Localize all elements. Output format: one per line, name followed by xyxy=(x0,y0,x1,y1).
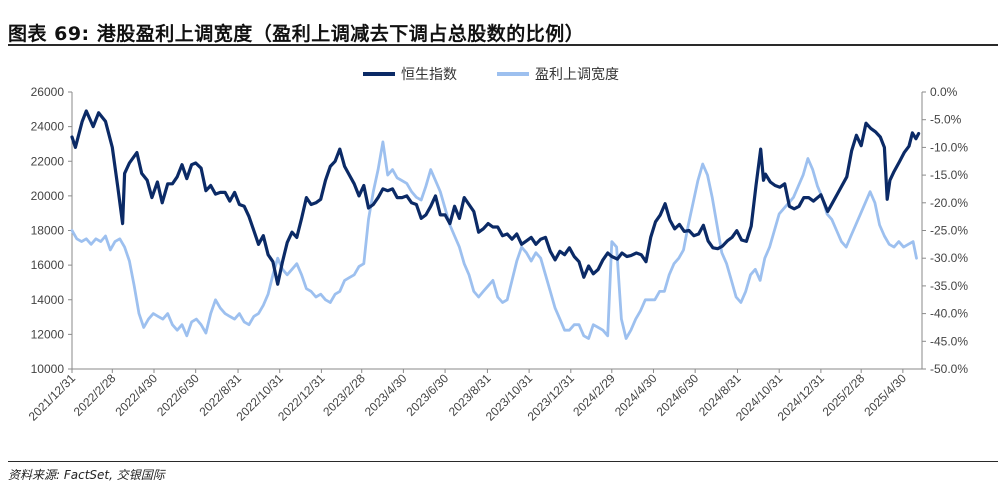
y-right-tick-label: -40.0% xyxy=(930,307,968,321)
y-right-tick-label: -5.0% xyxy=(930,113,962,127)
x-tick-label: 2022/6/30 xyxy=(154,371,202,419)
x-tick-label: 2023/2/28 xyxy=(320,371,368,419)
y-left-tick-label: 14000 xyxy=(31,293,65,307)
x-tick-label: 2024/4/30 xyxy=(612,371,660,419)
y-left-tick-label: 20000 xyxy=(31,189,65,203)
y-left-tick-label: 22000 xyxy=(31,154,65,168)
footer-rule xyxy=(8,461,998,462)
x-tick-label: 2021/12/31 xyxy=(26,371,79,424)
source-note: 资料来源: FactSet, 交银国际 xyxy=(8,468,165,482)
x-tick-label: 2024/2/29 xyxy=(570,371,618,419)
chart-title: 图表 69: 港股盈利上调宽度（盈利上调减去下调占总股数的比例） xyxy=(8,23,585,45)
y-right-tick-label: -10.0% xyxy=(930,140,968,154)
legend-label-hsi: 恒生指数 xyxy=(401,67,457,83)
y-left-tick-label: 18000 xyxy=(31,224,65,238)
line-chart: 恒生指数 盈利上调宽度 10000 12000 14000 16000 18000 200… xyxy=(26,66,969,424)
y-left-tick-label: 26000 xyxy=(31,85,65,99)
series-line-breadth xyxy=(70,140,918,340)
y-left-tick-label: 12000 xyxy=(31,327,65,341)
x-tick-label: 2025/4/30 xyxy=(861,371,909,419)
y-right-tick-label: -15.0% xyxy=(930,168,968,182)
x-tick-label: 2023/6/30 xyxy=(404,371,452,419)
x-tick-label: 2024/6/30 xyxy=(654,371,702,419)
legend-label-breadth: 盈利上调宽度 xyxy=(535,66,619,83)
title-rule xyxy=(8,44,998,46)
y-right-tick-label: 0.0% xyxy=(930,85,958,99)
y-right-tick-label: -20.0% xyxy=(930,196,968,210)
y-left-tick-label: 24000 xyxy=(31,120,65,134)
y-right-tick-label: -50.0% xyxy=(930,362,968,376)
y-right-tick-label: -45.0% xyxy=(930,334,968,348)
y-right-tick-label: -35.0% xyxy=(930,279,968,293)
series-line-hsi xyxy=(70,109,921,286)
y-left-tick-label: 16000 xyxy=(31,258,65,272)
x-tick-label: 2022/4/30 xyxy=(112,371,160,419)
series-layer xyxy=(70,109,921,340)
y-left-tick-label: 10000 xyxy=(31,362,65,376)
chart-legend: 恒生指数 盈利上调宽度 xyxy=(363,66,619,83)
x-tick-label: 2022/2/28 xyxy=(71,371,119,419)
y-right-tick-label: -25.0% xyxy=(930,224,968,238)
chart-axes: 10000 12000 14000 16000 18000 20000 22000 24000… xyxy=(26,85,969,424)
y-right-tick-label: -30.0% xyxy=(930,251,968,265)
x-tick-label: 2025/2/28 xyxy=(820,371,868,419)
x-tick-label: 2023/4/30 xyxy=(362,371,410,419)
